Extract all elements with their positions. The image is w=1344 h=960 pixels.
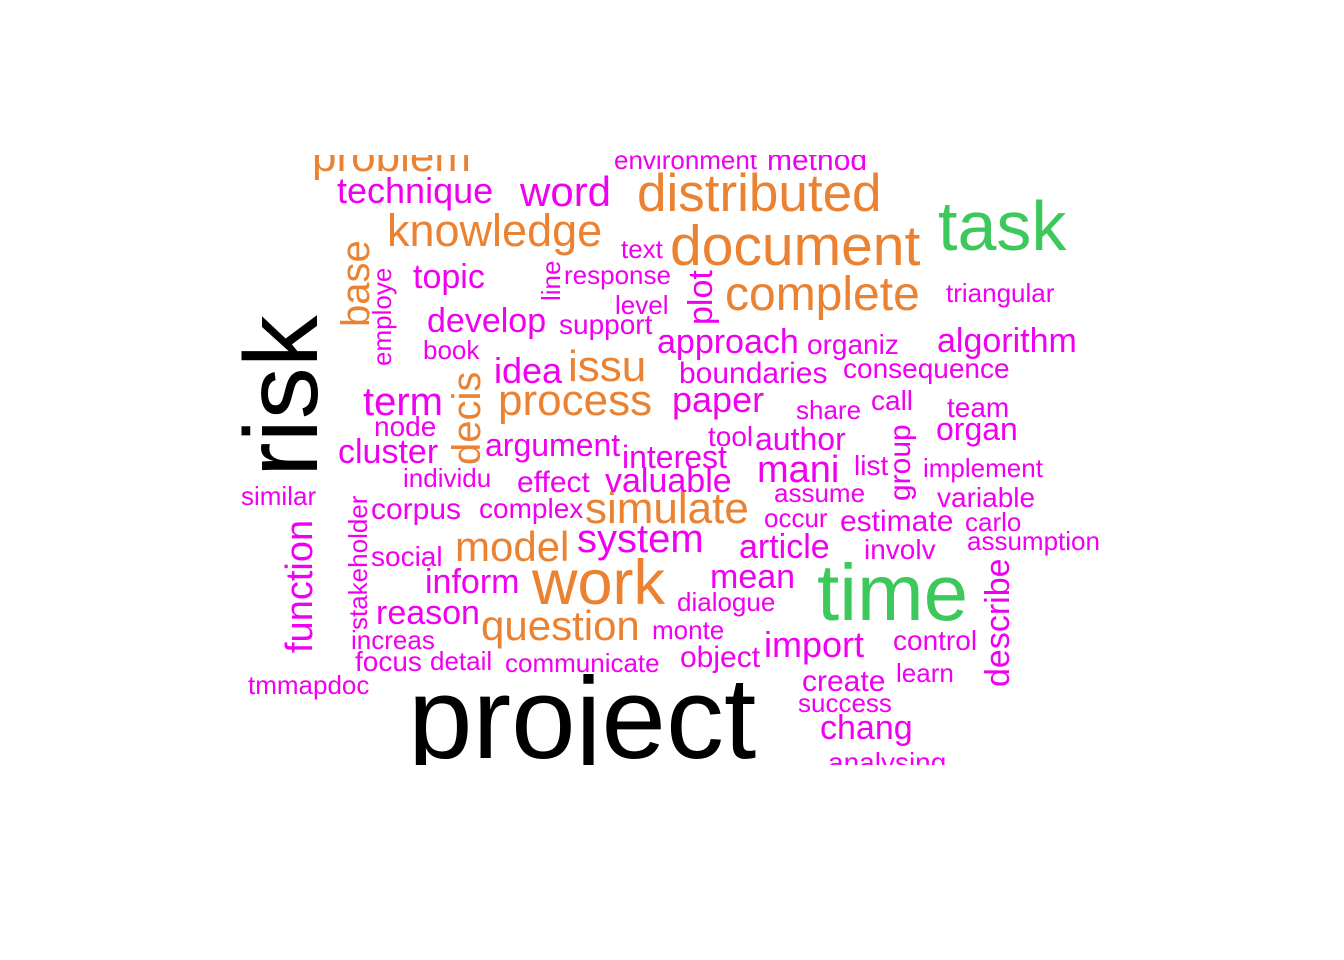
word-complete: complete bbox=[725, 268, 920, 321]
word-technique: technique bbox=[337, 170, 494, 211]
word-node: node bbox=[374, 411, 437, 442]
word-consequence: consequence bbox=[843, 353, 1010, 384]
word-describe: describe bbox=[979, 558, 1017, 687]
word-document: document bbox=[670, 214, 921, 278]
word-mean: mean bbox=[710, 558, 796, 596]
word-analysing: analysing bbox=[828, 747, 947, 766]
word-text: text bbox=[621, 234, 663, 264]
word-cloud: project risk time task work document dis… bbox=[230, 155, 1120, 765]
word-stakeholder: stakeholder bbox=[343, 495, 373, 630]
word-detail: detail bbox=[430, 646, 493, 676]
word-approach: approach bbox=[657, 323, 799, 361]
word-risk: risk bbox=[230, 315, 340, 477]
word-individu: individu bbox=[403, 463, 492, 493]
word-question: question bbox=[481, 602, 640, 649]
word-complex: complex bbox=[479, 493, 584, 524]
word-reason: reason bbox=[376, 594, 480, 632]
word-object: object bbox=[680, 641, 761, 674]
word-dialogue: dialogue bbox=[677, 587, 776, 617]
word-create: create bbox=[802, 665, 886, 698]
word-term: term bbox=[363, 380, 443, 424]
word-argument: argument bbox=[485, 427, 621, 463]
word-occur: occur bbox=[764, 503, 828, 533]
word-knowledge: knowledge bbox=[387, 205, 603, 256]
word-line: line bbox=[536, 260, 566, 301]
word-tool: tool bbox=[708, 421, 754, 452]
word-list: list bbox=[854, 450, 889, 481]
word-assume: assume bbox=[774, 478, 866, 508]
word-time: time bbox=[817, 548, 969, 637]
word-project: project bbox=[408, 653, 757, 765]
word-author: author bbox=[755, 421, 846, 457]
word-employe: employe bbox=[367, 267, 397, 366]
word-environment: environment bbox=[614, 155, 758, 175]
word-similar: similar bbox=[241, 481, 317, 511]
word-valuable: valuable bbox=[605, 462, 732, 500]
word-article: article bbox=[739, 528, 830, 566]
word-model: model bbox=[455, 523, 570, 570]
word-boundaries: boundaries bbox=[679, 357, 828, 390]
word-group: group bbox=[884, 424, 917, 501]
word-issu: issu bbox=[568, 342, 647, 391]
word-focus: focus bbox=[355, 646, 422, 677]
word-tmmapdoc: tmmapdoc bbox=[248, 670, 370, 700]
word-task: task bbox=[938, 187, 1067, 265]
word-involv: involv bbox=[864, 534, 936, 565]
word-plot: plot bbox=[682, 270, 720, 325]
word-carlo: carlo bbox=[965, 507, 1022, 537]
word-effect: effect bbox=[517, 466, 590, 499]
word-mani: mani bbox=[757, 449, 840, 491]
word-system: system bbox=[577, 517, 704, 561]
word-work: work bbox=[532, 548, 666, 618]
word-decis: decis bbox=[445, 371, 489, 465]
word-algorithm: algorithm bbox=[937, 322, 1077, 360]
word-paper: paper bbox=[672, 379, 765, 420]
word-organiz: organiz bbox=[807, 329, 899, 360]
word-control: control bbox=[893, 625, 978, 656]
word-idea: idea bbox=[494, 350, 563, 391]
word-simulate: simulate bbox=[585, 484, 749, 533]
word-organ: organ bbox=[936, 411, 1018, 447]
word-inform: inform bbox=[425, 563, 520, 601]
word-increas: increas bbox=[351, 625, 435, 655]
word-monte: monte bbox=[652, 615, 725, 645]
word-triangular: triangular bbox=[946, 278, 1055, 308]
word-level: level bbox=[615, 290, 669, 320]
word-topic: topic bbox=[413, 258, 485, 296]
word-call: call bbox=[871, 385, 914, 416]
word-process: process bbox=[498, 376, 653, 425]
word-implement: implement bbox=[923, 453, 1043, 483]
word-learn: learn bbox=[896, 658, 954, 688]
word-share: share bbox=[796, 395, 862, 425]
word-develop: develop bbox=[427, 302, 547, 340]
word-problem: problem bbox=[312, 155, 471, 181]
word-team: team bbox=[947, 392, 1010, 423]
word-assumption: assumption bbox=[967, 526, 1100, 556]
word-method: method bbox=[767, 155, 868, 177]
word-social: social bbox=[371, 541, 443, 572]
word-chang: chang bbox=[820, 709, 913, 747]
word-book: book bbox=[423, 335, 480, 365]
word-function: function bbox=[279, 519, 321, 653]
word-response: response bbox=[564, 260, 671, 290]
word-variable: variable bbox=[937, 482, 1036, 513]
word-distributed: distributed bbox=[637, 164, 882, 223]
word-estimate: estimate bbox=[840, 505, 954, 538]
word-communicate: communicate bbox=[505, 648, 660, 678]
word-support: support bbox=[559, 309, 653, 340]
word-cluster: cluster bbox=[338, 433, 439, 471]
word-corpus: corpus bbox=[371, 493, 462, 526]
word-success: success bbox=[798, 688, 892, 718]
word-interest: interest bbox=[622, 439, 727, 475]
word-word: word bbox=[520, 168, 612, 215]
word-import: import bbox=[764, 624, 865, 665]
